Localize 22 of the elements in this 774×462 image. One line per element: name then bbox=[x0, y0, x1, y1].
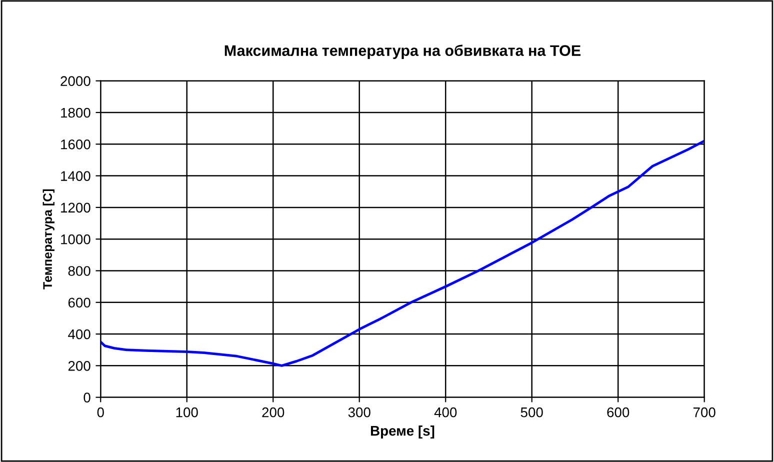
x-axis-title: Време [s] bbox=[370, 426, 434, 438]
x-tick-label: 700 bbox=[693, 407, 716, 418]
chart-title: Максимална температура на обвивката на TOE bbox=[224, 44, 581, 60]
y-tick-label: 400 bbox=[68, 329, 90, 340]
x-tick-label: 100 bbox=[176, 407, 198, 418]
y-tick-label: 1600 bbox=[61, 139, 90, 150]
x-tick-label: 300 bbox=[348, 407, 370, 418]
y-tick-label: 1200 bbox=[61, 202, 90, 213]
y-tick-label: 1800 bbox=[61, 108, 90, 118]
x-tick-label: 0 bbox=[97, 407, 104, 418]
y-tick-label: 1000 bbox=[61, 234, 90, 244]
y-tick-label: 2000 bbox=[60, 76, 90, 86]
y-tick-label: 600 bbox=[68, 298, 90, 308]
x-tick-label: 500 bbox=[520, 407, 543, 418]
x-tick-label: 200 bbox=[262, 407, 284, 418]
x-tick-label: 600 bbox=[607, 407, 630, 418]
x-tick-label: 400 bbox=[434, 407, 457, 418]
y-tick-label: 800 bbox=[68, 266, 90, 276]
y-axis-title: Температура [C] bbox=[42, 189, 54, 290]
y-tick-label: 200 bbox=[68, 361, 90, 371]
y-tick-label: 1400 bbox=[61, 171, 90, 181]
y-tick-label: 0 bbox=[84, 392, 90, 402]
